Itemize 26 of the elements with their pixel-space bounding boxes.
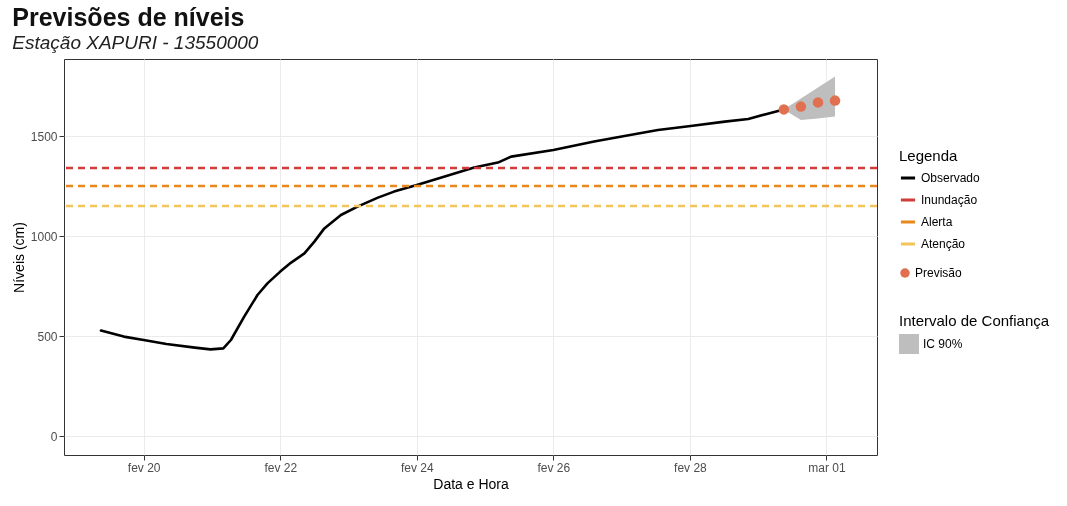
x-tick-label: fev 26 [537,460,571,475]
text: Intervalo de Confiança [899,312,1050,329]
text: IC 90% [923,337,963,351]
x-axis-title: Data e Hora [433,475,509,492]
legend-label: Atenção [921,237,966,251]
x-tick-label: fev 22 [264,460,298,475]
legend-label: Observado [921,171,981,185]
legend-label: Alerta [921,215,953,229]
y-tick-label: 0 [50,429,58,444]
y-tick-label: 500 [37,329,58,344]
y-tick-label: 1500 [30,129,58,144]
point [778,104,790,115]
x-tick-label: mar 01 [808,460,846,475]
point [829,95,841,106]
y-axis-title: Níveis (cm) [10,222,27,293]
legend-label: Previsão [915,266,963,280]
x-tick-label: fev 28 [674,460,708,475]
legend-label: Inundação [921,193,978,207]
chart-title: Previsões de níveis [12,3,245,31]
point [812,97,824,108]
legend-title: Legenda [899,147,959,164]
y-tick-label: 1000 [30,229,58,244]
x-tick-label: fev 24 [400,460,434,475]
x-tick-label: fev 20 [127,460,161,475]
chart-subtitle: Estação XAPURI - 13550000 [12,32,259,53]
point [795,101,807,112]
